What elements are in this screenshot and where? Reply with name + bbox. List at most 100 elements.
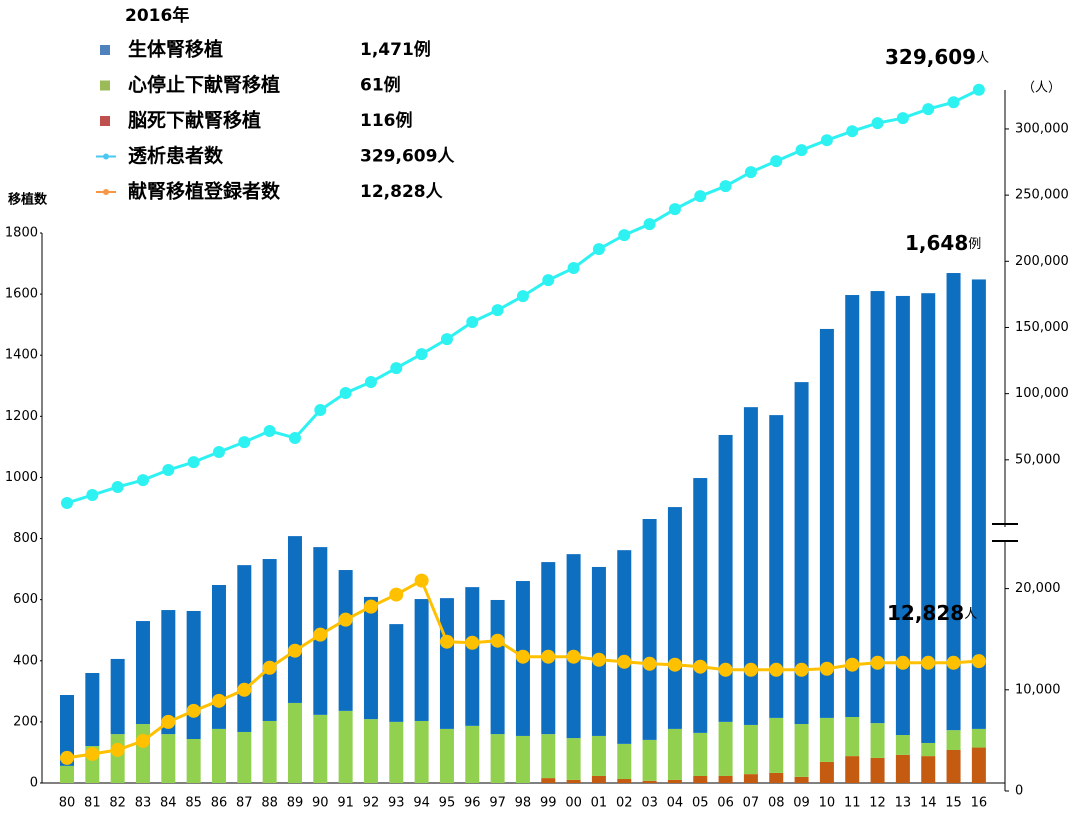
bar-segment — [642, 780, 657, 783]
bar-segment — [946, 750, 961, 783]
bar-segment — [186, 610, 201, 739]
x-tick-label: 95 — [439, 796, 456, 811]
line-point — [440, 333, 453, 346]
x-tick-label: 98 — [515, 796, 532, 811]
bar-segment — [642, 519, 657, 740]
line-point — [819, 661, 834, 676]
bar-segment — [895, 754, 910, 783]
bar-segment — [186, 739, 201, 783]
bar-segment — [617, 779, 632, 783]
line-point — [770, 155, 783, 168]
x-tick-label: 15 — [945, 796, 962, 811]
line-point — [262, 660, 277, 675]
bar-segment — [110, 658, 125, 735]
bar-segment — [591, 735, 606, 776]
line-point — [795, 144, 808, 157]
bar-segment — [465, 587, 480, 726]
line-point — [845, 657, 860, 672]
annotation: 329,609人 — [885, 45, 989, 69]
line-point — [314, 404, 327, 417]
bar-segment — [870, 723, 885, 758]
bar-segment — [490, 599, 505, 735]
x-tick-label: 02 — [616, 796, 633, 811]
line-point — [390, 362, 403, 375]
bar-segment — [617, 550, 632, 744]
y2-tick-label: 0 — [1015, 784, 1023, 799]
bar-segment — [541, 562, 556, 735]
bar-segment — [515, 735, 530, 783]
bar-segment — [743, 407, 758, 725]
line-point — [515, 649, 530, 664]
bar-segment — [211, 728, 226, 783]
annotation-number: 12,828 — [887, 601, 964, 625]
annotation: 1,648例 — [905, 231, 981, 255]
line-point — [363, 599, 378, 614]
bar-segment — [971, 747, 986, 783]
bar-segment — [566, 554, 581, 739]
bar-segment — [921, 293, 936, 743]
line-point — [643, 218, 656, 231]
bar-segment — [465, 725, 480, 783]
y2-tick-label: 200,000 — [1015, 254, 1069, 269]
bar-segment — [287, 702, 302, 783]
bar-segment — [161, 734, 176, 783]
y-tick-label: 1600 — [5, 287, 38, 302]
bar-segment — [946, 730, 961, 750]
bar-segment — [161, 610, 176, 735]
legend-label: 献腎移植登録者数 — [128, 180, 281, 203]
bar-segment — [895, 735, 910, 755]
line-point — [972, 83, 985, 96]
bar-segment — [237, 731, 252, 783]
bar-segment — [769, 415, 784, 718]
line-point — [719, 180, 732, 193]
line-point — [110, 742, 125, 757]
line-point — [516, 290, 529, 303]
x-tick-label: 11 — [844, 796, 861, 811]
line-point — [465, 635, 480, 650]
annotation: 12,828人 — [887, 601, 977, 625]
bar-segment — [642, 739, 657, 781]
legend-swatch — [103, 189, 109, 195]
line-point — [541, 649, 556, 664]
legend-label: 心停止下献腎移植 — [128, 73, 280, 96]
bar-segment — [819, 328, 834, 718]
y-axis-label: 移植数 — [8, 192, 48, 208]
bar-segment — [135, 621, 150, 725]
line-point — [237, 682, 252, 697]
y2-tick-label: 300,000 — [1015, 121, 1069, 136]
bar-segment — [845, 756, 860, 783]
bar-segment — [363, 596, 378, 720]
line-point — [111, 480, 124, 493]
annotation-number: 1,648 — [905, 231, 968, 255]
y-tick-label: 400 — [13, 653, 38, 668]
line-point — [414, 573, 429, 588]
x-tick-label: 88 — [261, 796, 278, 811]
line-point — [60, 750, 74, 765]
line-point — [846, 125, 859, 138]
x-tick-label: 07 — [743, 796, 760, 811]
bar-segment — [718, 775, 733, 783]
legend-title: 2016年 — [125, 5, 189, 26]
line-point — [288, 431, 301, 444]
line-point — [61, 496, 73, 509]
line-point — [161, 714, 176, 729]
line-point — [439, 634, 454, 649]
bar-segment — [971, 279, 986, 729]
bar-segment — [921, 756, 936, 783]
bar-segment — [895, 295, 910, 736]
line-point — [86, 489, 99, 502]
x-tick-label: 80 — [59, 796, 76, 811]
bar-segment — [566, 779, 581, 783]
x-tick-label: 08 — [768, 796, 785, 811]
bar-segment — [363, 719, 378, 783]
y-tick-label: 1400 — [5, 348, 38, 363]
line-point — [743, 662, 758, 677]
legend-value: 329,609人 — [360, 147, 455, 167]
bar-segment — [287, 536, 302, 703]
y-tick-label: 0 — [30, 776, 38, 791]
line-point — [922, 103, 935, 116]
bar-segment — [667, 507, 682, 729]
x-tick-label: 16 — [971, 796, 988, 811]
y2-tick-label: 50,000 — [1015, 452, 1061, 467]
